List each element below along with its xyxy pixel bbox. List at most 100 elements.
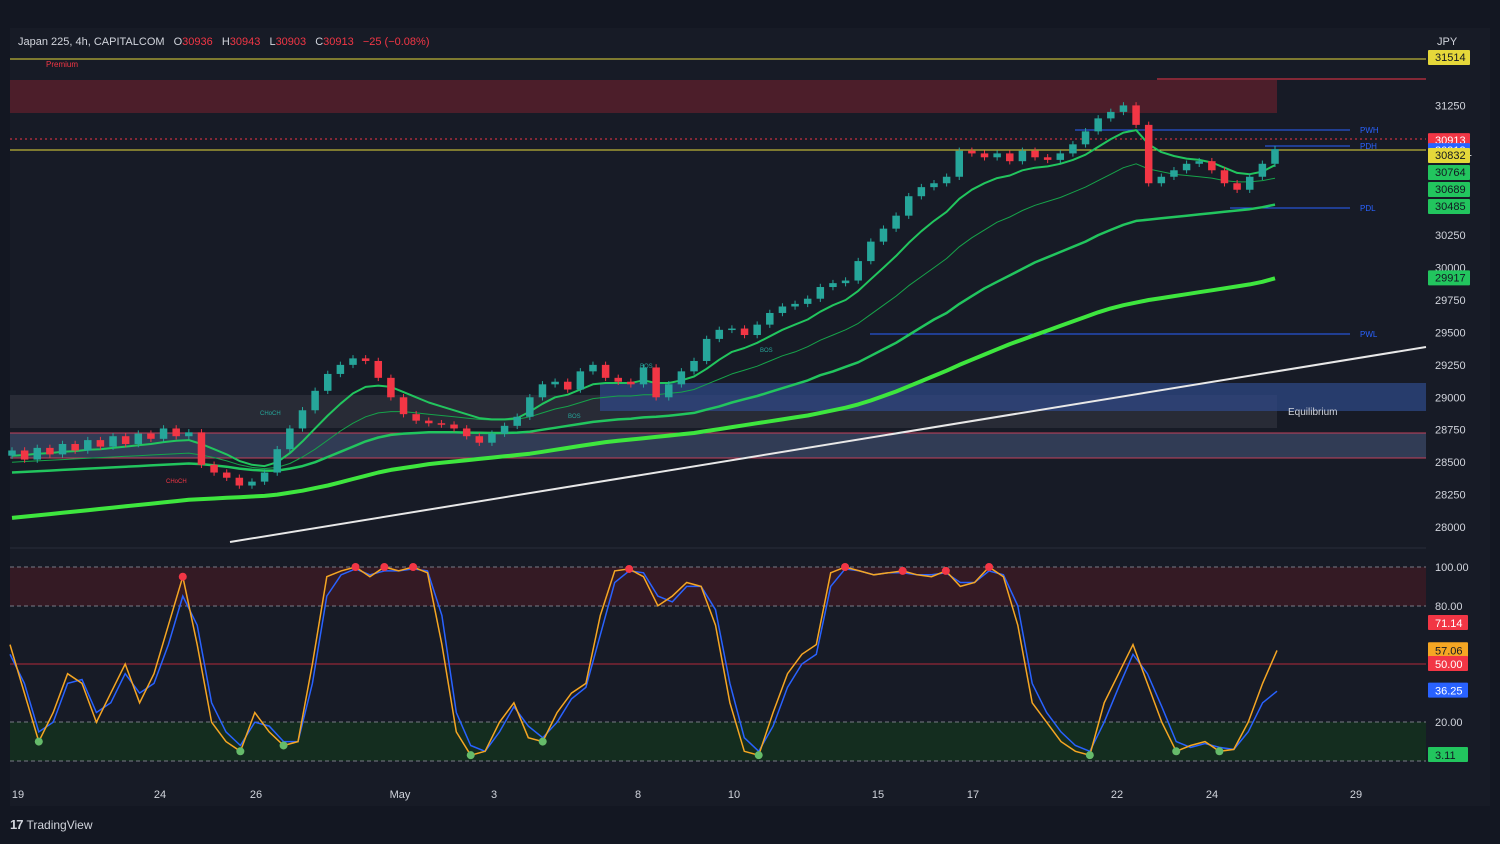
candle-body bbox=[879, 228, 888, 242]
candle-body bbox=[33, 447, 42, 460]
candle-body bbox=[210, 464, 218, 473]
ema-slow-line bbox=[11, 203, 1276, 474]
candle-body bbox=[829, 283, 837, 288]
cross-up-dot bbox=[538, 737, 547, 746]
legend-header[interactable]: Japan 225, 4h, CAPITALCOM O30936 H30943 … bbox=[18, 36, 429, 48]
price-badge-label: 30689 bbox=[1435, 184, 1466, 196]
price-badge bbox=[1428, 182, 1470, 197]
pwl-label: PWL bbox=[1360, 330, 1378, 339]
open-label: O bbox=[173, 36, 183, 48]
cross-up-dot bbox=[34, 737, 43, 746]
candle-body bbox=[387, 377, 395, 398]
price-tick-label: 28250 bbox=[1435, 490, 1466, 502]
oscillator-axis[interactable]: 100.00 80.00 20.00 71.14 57.06 50.00 36.25 3.11 bbox=[1428, 562, 1469, 762]
candle-body bbox=[993, 153, 1001, 158]
time-tick-label: 10 bbox=[728, 789, 740, 801]
tradingview-brand[interactable]: 17 TradingView bbox=[10, 817, 93, 832]
cross-down-dot bbox=[380, 563, 389, 571]
price-axis[interactable]: 3125030250300002975029500292502900028750… bbox=[1428, 50, 1472, 534]
osc-badge-label: 57.06 bbox=[1435, 645, 1463, 657]
candle-body bbox=[968, 150, 976, 154]
candle-body bbox=[172, 428, 180, 437]
price-tick-label: 28000 bbox=[1435, 522, 1466, 534]
cross-down-dot bbox=[841, 563, 850, 571]
candle-body bbox=[639, 367, 648, 385]
pdl-label: PDL bbox=[1360, 204, 1376, 213]
oversold-zone bbox=[10, 722, 1426, 761]
candle-body bbox=[513, 416, 521, 426]
candle-body bbox=[109, 436, 117, 447]
candle-body bbox=[159, 428, 168, 439]
price-tick-label: 28750 bbox=[1435, 425, 1466, 437]
candle-body bbox=[930, 183, 938, 188]
ema-mid-line bbox=[11, 163, 1276, 470]
pwh-label: PWH bbox=[1360, 126, 1379, 135]
candle-body bbox=[374, 360, 383, 378]
brand-name: TradingView bbox=[26, 817, 93, 832]
price-badge bbox=[1428, 148, 1470, 163]
candle-body bbox=[1271, 149, 1279, 164]
low-label: L bbox=[269, 36, 276, 48]
osc-badge bbox=[1428, 682, 1468, 698]
candle-body bbox=[854, 261, 862, 281]
candle-body bbox=[1258, 163, 1267, 177]
candle-body bbox=[1157, 176, 1166, 184]
candle-body bbox=[20, 450, 29, 460]
stoch-d-line bbox=[9, 568, 1278, 753]
time-tick-label: 29 bbox=[1350, 789, 1362, 801]
candle-body bbox=[740, 328, 749, 336]
candle-body bbox=[46, 447, 54, 455]
candle-body bbox=[500, 425, 509, 434]
high-label: H bbox=[221, 36, 230, 48]
candle-body bbox=[84, 440, 92, 451]
osc-badge-label: 71.14 bbox=[1435, 618, 1463, 630]
candle-body bbox=[1081, 131, 1090, 145]
candle-body bbox=[791, 303, 799, 307]
candle-body bbox=[273, 449, 281, 473]
price-badge-label: 31514 bbox=[1435, 52, 1466, 64]
time-axis[interactable]: 19 24 26 May 3 8 10 15 17 22 24 29 bbox=[12, 789, 1362, 801]
candle-body bbox=[1094, 118, 1102, 132]
close-value: 30913 bbox=[323, 36, 354, 48]
ema-200-line bbox=[11, 276, 1276, 520]
candles bbox=[8, 102, 1279, 489]
candle-body bbox=[917, 187, 926, 197]
price-tick-label: 29000 bbox=[1435, 392, 1466, 404]
candle-body bbox=[1119, 105, 1128, 112]
osc-badge bbox=[1428, 746, 1468, 762]
osc-badge-label: 50.00 bbox=[1435, 659, 1463, 671]
currency-label[interactable]: JPY bbox=[1437, 36, 1458, 48]
trendline[interactable] bbox=[229, 346, 1427, 543]
candle-body bbox=[614, 377, 622, 382]
candle-body bbox=[1018, 150, 1027, 162]
candle-body bbox=[488, 433, 496, 443]
candle-body bbox=[803, 298, 812, 304]
candle-body bbox=[1031, 150, 1039, 158]
time-tick-label: 26 bbox=[250, 789, 262, 801]
osc-tick-label: 80.00 bbox=[1435, 601, 1463, 613]
candle-body bbox=[412, 414, 420, 421]
candle-body bbox=[260, 472, 269, 482]
candle-body bbox=[96, 440, 105, 447]
price-tick-label: 29750 bbox=[1435, 295, 1466, 307]
candle-body bbox=[235, 477, 244, 486]
candle-body bbox=[323, 373, 332, 391]
price-tick-label: 29250 bbox=[1435, 360, 1466, 372]
candle-body bbox=[134, 433, 143, 444]
candle-body bbox=[475, 436, 484, 443]
candle-body bbox=[1043, 157, 1052, 160]
candle-body bbox=[627, 381, 635, 385]
candle-body bbox=[980, 153, 989, 158]
candle-body bbox=[652, 367, 660, 398]
candle-body bbox=[1208, 161, 1216, 171]
symbol-label[interactable]: Japan 225, 4h, CAPITALCOM bbox=[18, 36, 165, 48]
candle-body bbox=[526, 397, 534, 417]
candle-body bbox=[816, 287, 825, 299]
candle-body bbox=[538, 384, 547, 398]
candle-body bbox=[58, 444, 67, 455]
candle-body bbox=[589, 364, 597, 372]
candle-body bbox=[551, 381, 559, 385]
candle-body bbox=[1006, 153, 1014, 162]
equilibrium-label: Equilibrium bbox=[1288, 407, 1337, 418]
